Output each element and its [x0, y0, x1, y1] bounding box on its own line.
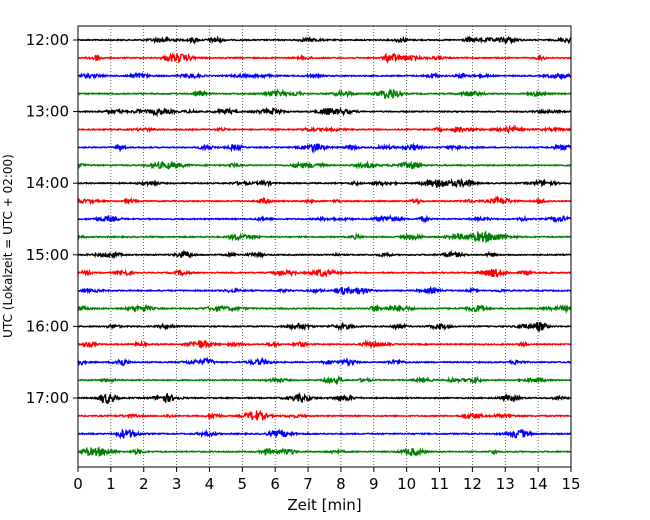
x-tick-label: 2 [139, 475, 149, 493]
x-tick-label: 4 [205, 475, 215, 493]
y-tick-label: 14:00 [26, 174, 69, 192]
x-tick-label: 3 [172, 475, 182, 493]
seismic-trace [77, 285, 572, 296]
seismic-trace [77, 356, 572, 368]
plot-frame [77, 25, 572, 468]
x-tick-label: 13 [496, 475, 515, 493]
x-tick-label: 11 [430, 475, 449, 493]
seismic-trace [77, 124, 572, 135]
seismic-trace [77, 142, 572, 154]
x-tick-label: 6 [270, 475, 280, 493]
seismic-trace [77, 177, 572, 189]
x-tick-label: 0 [73, 475, 83, 493]
seismic-trace [77, 230, 571, 244]
x-tick-label: 9 [369, 475, 379, 493]
seismic-trace [77, 35, 572, 45]
seismic-trace [77, 268, 572, 279]
trace-layer [77, 35, 572, 458]
x-tick-label: 10 [397, 475, 416, 493]
y-tick-label: 17:00 [26, 389, 69, 407]
x-tick-label: 8 [336, 475, 346, 493]
seismic-trace [77, 303, 572, 314]
seismic-trace [77, 321, 572, 332]
seismic-trace [77, 374, 572, 386]
axis-layer: 0 1 2 3 4 5 6 7 8 9 10 11 12 13 14 1512:0013:0014:0015:… [26, 31, 581, 493]
x-axis-label: Zeit [min] [287, 496, 361, 514]
seismic-trace [77, 339, 572, 350]
y-tick-label: 16:00 [26, 317, 69, 335]
seismic-trace [77, 88, 572, 99]
x-tick-label: 5 [238, 475, 248, 493]
x-tick-label: 1 [106, 475, 116, 493]
seismic-trace [77, 446, 572, 458]
seismic-trace [77, 51, 572, 64]
seismic-trace [77, 391, 572, 404]
x-tick-label: 7 [303, 475, 313, 493]
seismic-trace [77, 409, 572, 422]
seismic-trace [77, 106, 572, 118]
seismic-trace [77, 249, 572, 260]
x-tick-label: 15 [561, 475, 580, 493]
y-tick-label: 15:00 [26, 246, 69, 264]
x-tick-label: 12 [463, 475, 482, 493]
seismic-trace [77, 428, 572, 440]
seismic-trace [77, 214, 572, 224]
seismic-trace [77, 160, 572, 170]
y-tick-label: 12:00 [26, 31, 69, 49]
seismic-trace [77, 195, 571, 206]
y-axis-label: UTC (Lokalzeit = UTC + 02:00) [1, 154, 15, 338]
seismic-trace [77, 71, 572, 81]
y-tick-label: 13:00 [26, 103, 69, 121]
x-tick-label: 14 [529, 475, 548, 493]
